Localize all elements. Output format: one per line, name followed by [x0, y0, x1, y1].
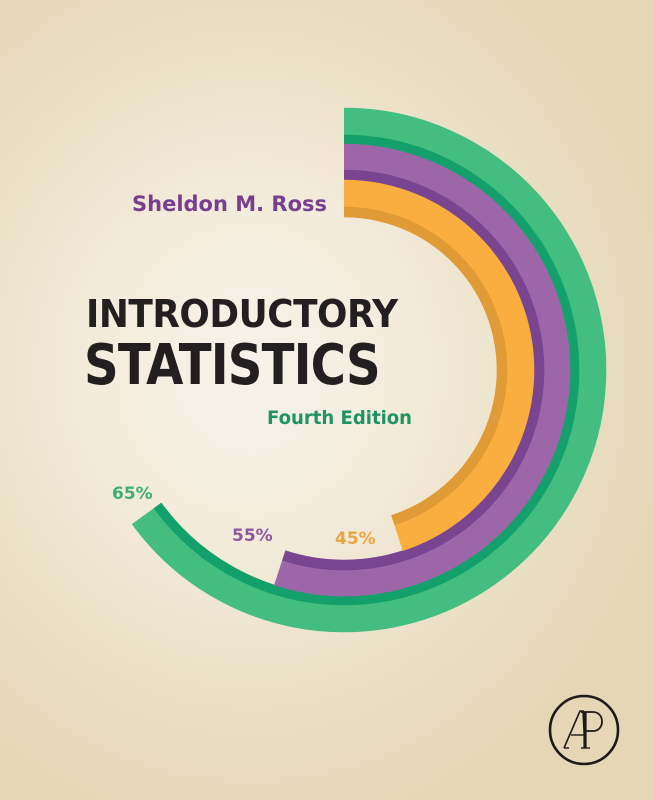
edition-label: Fourth Edition	[267, 407, 413, 429]
title-line-1: INTRODUCTORY	[86, 292, 398, 337]
author-name: Sheldon M. Ross	[132, 192, 328, 216]
ring-label-65: 65%	[112, 484, 153, 504]
ring-0-inner-band	[153, 134, 580, 606]
ring-2-inner-band	[343, 206, 508, 526]
title-line-2: STATISTICS	[84, 333, 381, 398]
ring-label-45: 45%	[335, 529, 376, 549]
ring-label-55: 55%	[232, 526, 273, 546]
ring-0-band	[131, 107, 607, 633]
ring-1-inner-band	[282, 169, 545, 571]
ring-1-band	[274, 143, 571, 597]
ring-2-band	[343, 179, 535, 551]
logo-circle-icon	[548, 694, 620, 766]
ap-academic-press-logo-icon	[547, 693, 621, 767]
